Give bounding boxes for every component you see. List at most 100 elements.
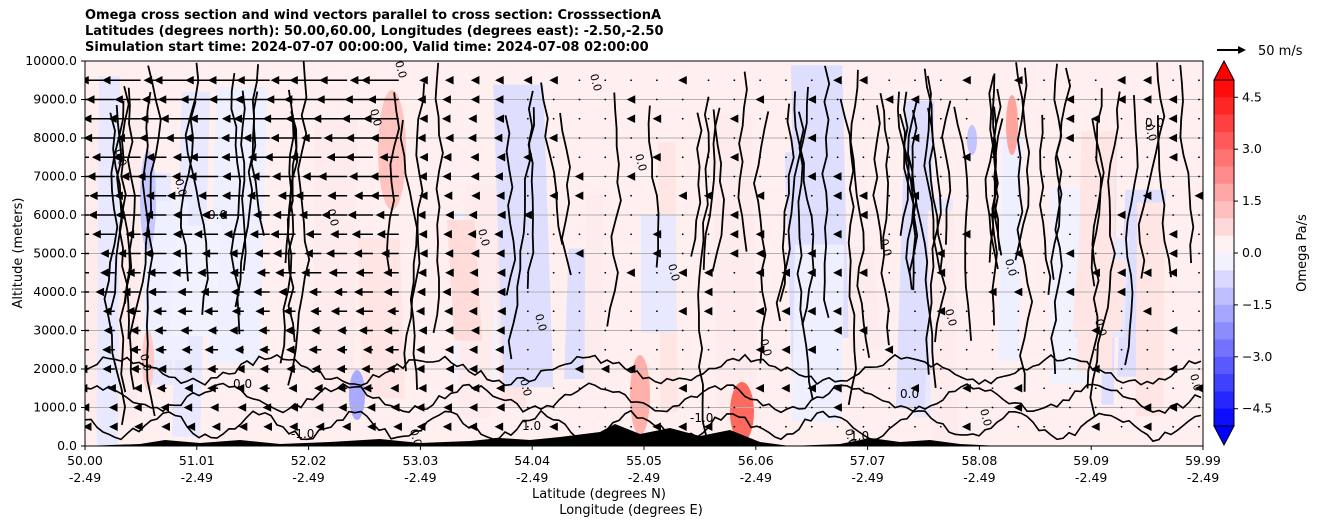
wind-vector <box>888 194 891 197</box>
wind-vector <box>1198 214 1200 216</box>
colorbar-label: Omega Pa/s <box>1295 214 1310 292</box>
wind-vector <box>370 191 399 201</box>
wind-vector <box>939 406 942 409</box>
wind-vector <box>914 329 916 332</box>
wind-vector <box>1168 229 1178 239</box>
wind-vector <box>259 345 270 355</box>
colorbar-level <box>1214 218 1234 237</box>
wind-vector <box>139 133 167 143</box>
contour-line <box>284 119 295 264</box>
wind-vector <box>1094 98 1097 101</box>
wind-vector <box>321 210 348 220</box>
wind-vector <box>347 210 373 220</box>
wind-vector <box>1120 252 1123 255</box>
colorbar-level <box>1214 304 1234 323</box>
wind-vector <box>604 271 607 274</box>
wind-vector <box>1198 117 1200 120</box>
wind-vector <box>443 191 453 201</box>
contour-line <box>1039 114 1052 295</box>
wind-vector <box>1198 137 1200 139</box>
wind-vector <box>467 229 477 239</box>
wind-vector <box>379 152 399 162</box>
contour-line <box>796 111 814 400</box>
colorbar-level <box>1214 166 1234 185</box>
wind-vector <box>468 306 478 316</box>
wind-vector <box>494 229 503 239</box>
wind-vector <box>417 133 426 143</box>
omega-streak <box>208 87 268 364</box>
wind-vector <box>626 268 635 278</box>
wind-vector <box>961 422 971 432</box>
contour-line <box>399 119 418 390</box>
wind-vector <box>496 403 505 412</box>
wind-vector <box>333 287 348 297</box>
wind-vector <box>223 229 244 239</box>
wind-vector <box>415 306 425 316</box>
wind-vector <box>656 98 658 101</box>
colorbar-level <box>1214 114 1234 133</box>
wind-vector <box>1043 156 1046 159</box>
wind-vector <box>785 406 787 409</box>
wind-vector <box>468 114 477 124</box>
wind-vector <box>832 306 842 316</box>
wind-vector <box>495 114 505 124</box>
wind-vector <box>630 233 632 236</box>
wind-vector <box>552 291 555 293</box>
wind-vector <box>141 229 167 239</box>
wind-vector <box>278 287 296 297</box>
wind-vector <box>526 387 529 390</box>
contour-line <box>779 103 795 302</box>
wind-vector <box>85 252 89 255</box>
x-tick-label-lat: 52.02 <box>291 453 327 468</box>
omega-cell <box>142 330 154 390</box>
wind-vector <box>807 249 816 258</box>
wind-vector <box>1017 348 1020 351</box>
wind-vector <box>1172 79 1175 82</box>
wind-vector <box>914 425 916 428</box>
y-axis-label: Altitude (meters) <box>11 198 26 309</box>
contour-line <box>711 109 725 272</box>
wind-vector <box>630 214 632 216</box>
wind-vector <box>129 326 141 335</box>
wind-vector <box>1168 268 1178 278</box>
wind-vector <box>1146 368 1149 370</box>
wind-vector <box>630 310 632 313</box>
wind-vector <box>289 403 299 412</box>
wind-vector <box>707 98 710 101</box>
wind-vector <box>759 291 762 293</box>
wind-vector <box>221 191 244 201</box>
wind-vector <box>862 156 865 159</box>
wind-vector <box>526 310 529 313</box>
wind-vector <box>376 229 399 239</box>
wind-vector <box>888 252 891 255</box>
x-tick-label-lon: -2.49 <box>1187 470 1219 485</box>
y-tick-label: 8000.0 <box>33 130 77 145</box>
wind-vector <box>836 291 839 293</box>
x-tick-label-lat: 50.00 <box>67 453 103 468</box>
wind-vector <box>316 95 348 104</box>
wind-vector <box>495 364 504 374</box>
wind-vector <box>936 268 946 278</box>
wind-vector <box>153 306 167 316</box>
wind-vector <box>258 326 270 335</box>
wind-vector <box>604 252 607 255</box>
colorbar-level <box>1214 131 1234 150</box>
wind-vector <box>526 348 529 351</box>
wind-vector <box>115 210 141 220</box>
contour-line <box>821 65 831 319</box>
omega-cell <box>730 382 754 442</box>
wind-vector <box>444 306 453 316</box>
wind-vector <box>914 406 916 409</box>
colorbar-level <box>1214 287 1234 306</box>
wind-vector <box>351 229 373 239</box>
wind-vector <box>1043 214 1046 216</box>
wind-vector <box>1168 364 1178 374</box>
colorbar-level <box>1214 322 1234 340</box>
wind-vector <box>755 383 764 393</box>
wind-vector <box>172 249 193 258</box>
wind-vector <box>222 172 244 181</box>
wind-vector <box>294 191 322 201</box>
wind-vector <box>308 287 322 297</box>
wind-vector <box>991 271 994 274</box>
contour-line <box>103 100 126 426</box>
